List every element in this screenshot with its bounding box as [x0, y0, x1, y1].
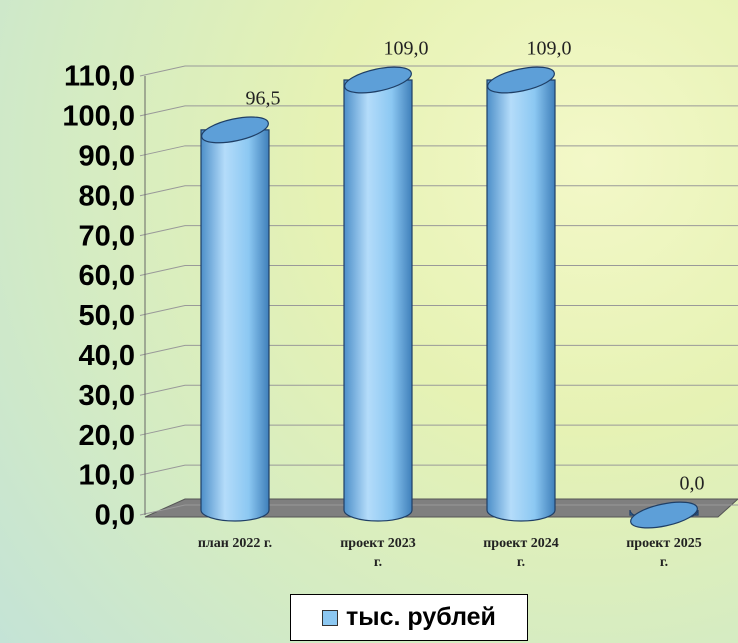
y-tick-label: 110,0: [64, 61, 135, 93]
grid-line: [139, 65, 738, 77]
legend-swatch: [322, 609, 339, 626]
value-label: 0,0: [680, 473, 705, 495]
y-tick-label: 100,0: [62, 101, 135, 133]
value-label: 109,0: [384, 38, 429, 60]
y-tick-label: 70,0: [79, 220, 135, 252]
y-tick-label: 20,0: [79, 420, 135, 452]
x-tick-label: проект 2023 г.: [340, 536, 416, 570]
y-tick-label: 90,0: [79, 140, 135, 172]
bar-body: [343, 79, 413, 522]
bar: [629, 501, 699, 529]
y-tick-label: 10,0: [79, 460, 135, 492]
bar: [200, 116, 270, 522]
bar: [343, 66, 413, 522]
bar-top: [630, 501, 698, 529]
legend: тыс. рублей: [290, 594, 528, 641]
bar-top: [344, 66, 412, 94]
y-tick-label: 30,0: [79, 380, 135, 412]
bar-top: [487, 66, 555, 94]
grid-line: [139, 105, 738, 117]
x-tick-label: проект 2024 г.: [483, 536, 559, 570]
x-tick-label: проект 2025 г.: [626, 536, 702, 570]
value-label: 96,5: [246, 87, 281, 109]
bar-body: [200, 129, 270, 522]
value-label: 109,0: [527, 38, 572, 60]
bar: [486, 66, 556, 522]
bar-body: [486, 79, 556, 522]
y-tick-label: 80,0: [79, 180, 135, 212]
bar-top: [201, 116, 269, 144]
x-tick-label: план 2022 г.: [197, 536, 273, 551]
legend-label: тыс. рублей: [346, 603, 496, 631]
y-tick-label: 50,0: [79, 300, 135, 332]
y-tick-label: 40,0: [79, 340, 135, 372]
y-tick-label: 0,0: [95, 500, 135, 532]
y-tick-label: 60,0: [79, 260, 135, 292]
